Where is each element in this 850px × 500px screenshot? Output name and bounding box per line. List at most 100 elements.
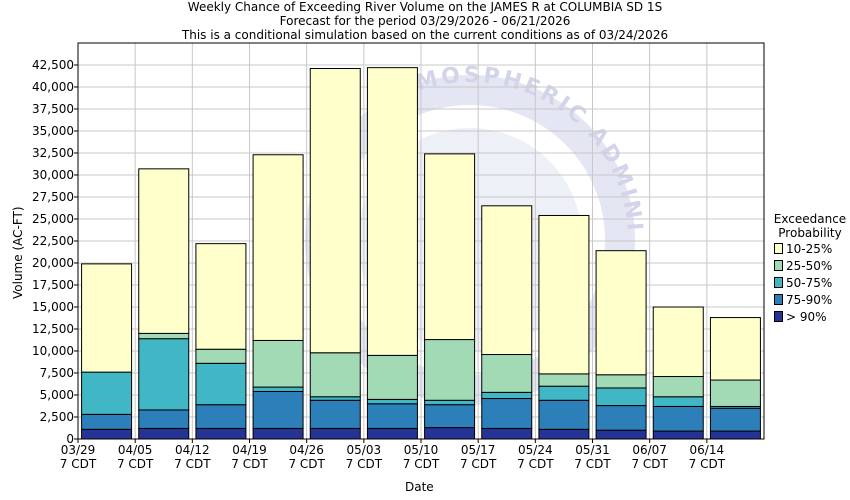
x-tick-label-date: 05/10 — [404, 443, 439, 457]
bar-segment-50-75 — [138, 338, 190, 411]
y-tick-label: 35,000 — [32, 124, 74, 138]
y-tick-label: 20,000 — [32, 256, 74, 270]
legend-swatch — [774, 294, 783, 305]
y-tick-label: 0 — [66, 432, 74, 446]
legend-swatch — [774, 260, 783, 271]
bar-segment-25-50 — [709, 379, 761, 407]
bar-segment-75-90 — [195, 404, 247, 429]
bar-segment-25-50 — [138, 332, 190, 340]
bar-segment-50-75 — [81, 371, 133, 415]
x-tick-label-date: 05/24 — [518, 443, 553, 457]
x-tick-label-tz: 7 CDT — [689, 457, 726, 471]
bar-segment-50-75 — [366, 398, 418, 405]
bar-segment-gt90 — [309, 427, 361, 440]
bar-segment-50-75 — [195, 362, 247, 406]
bar-segment-25-50 — [424, 339, 476, 401]
x-tick-label-date: 05/31 — [575, 443, 610, 457]
y-tick-label: 2,500 — [40, 410, 74, 424]
bar-segment-10-25 — [652, 306, 704, 378]
y-tick-label: 12,500 — [32, 322, 74, 336]
bar-segment-gt90 — [424, 427, 476, 440]
bar-segment-75-90 — [424, 404, 476, 429]
bar-segment-25-50 — [538, 373, 590, 387]
bar-segment-75-90 — [481, 398, 533, 429]
bar-segment-75-90 — [138, 409, 190, 429]
bar-segment-25-50 — [481, 354, 533, 393]
bar-segment-gt90 — [81, 428, 133, 440]
bar-segment-gt90 — [195, 427, 247, 440]
bar-segment-10-25 — [309, 68, 361, 354]
x-tick-label-date: 06/14 — [690, 443, 725, 457]
x-tick-label-tz: 7 CDT — [174, 457, 211, 471]
bar-segment-10-25 — [366, 67, 418, 356]
x-tick-label-tz: 7 CDT — [403, 457, 440, 471]
chart-subtitle-conditions: This is a conditional simulation based o… — [181, 28, 669, 42]
legend-title-line1: Exceedance — [773, 212, 847, 226]
y-tick-label: 32,500 — [32, 146, 74, 160]
legend-swatch — [774, 277, 783, 288]
bar-segment-50-75 — [309, 396, 361, 401]
legend-item: 50-75% — [774, 274, 850, 291]
legend-item: 10-25% — [774, 240, 850, 257]
bar-segment-75-90 — [538, 399, 590, 430]
x-tick-label-date: 05/17 — [461, 443, 496, 457]
bar-segment-10-25 — [538, 214, 590, 375]
x-tick-label-date: 04/12 — [175, 443, 210, 457]
y-tick-label: 42,500 — [32, 58, 74, 72]
x-axis-label: Date — [405, 480, 434, 494]
bar-segment-gt90 — [366, 427, 418, 440]
y-tick-label: 15,000 — [32, 300, 74, 314]
chart-subtitle-period: Forecast for the period 03/29/2026 - 06/… — [279, 14, 571, 28]
x-tick-label-date: 04/26 — [289, 443, 324, 457]
legend-item: > 90% — [774, 308, 850, 325]
y-tick-label: 30,000 — [32, 168, 74, 182]
x-tick-label-tz: 7 CDT — [60, 457, 97, 471]
bar-segment-25-50 — [366, 354, 418, 400]
bar-segment-gt90 — [595, 429, 647, 440]
y-tick-label: 7,500 — [40, 366, 74, 380]
bar-segment-50-75 — [481, 391, 533, 400]
bar-segment-25-50 — [652, 376, 704, 398]
bar-segment-50-75 — [424, 399, 476, 406]
bar-segment-10-25 — [424, 153, 476, 341]
legend-label: 10-25% — [786, 241, 833, 256]
y-tick-label: 25,000 — [32, 212, 74, 226]
x-tick-label-tz: 7 CDT — [117, 457, 154, 471]
bar-segment-gt90 — [709, 430, 761, 440]
bar-segment-10-25 — [595, 250, 647, 376]
bar-segment-10-25 — [252, 154, 304, 341]
bar-segment-gt90 — [252, 427, 304, 440]
x-tick-label-tz: 7 CDT — [288, 457, 325, 471]
bar-segment-25-50 — [595, 374, 647, 389]
y-tick-label: 17,500 — [32, 278, 74, 292]
bar-segment-25-50 — [252, 339, 304, 388]
y-tick-label: 10,000 — [32, 344, 74, 358]
x-tick-label-tz: 7 CDT — [517, 457, 554, 471]
bar-segment-25-50 — [195, 348, 247, 364]
x-tick-label-date: 05/03 — [347, 443, 382, 457]
bar-segment-50-75 — [595, 387, 647, 407]
legend: Exceedance Probability 10-25% 25-50% 50-… — [770, 212, 850, 325]
x-tick-label-tz: 7 CDT — [231, 457, 268, 471]
y-tick-label: 22,500 — [32, 234, 74, 248]
x-tick-label-date: 04/05 — [118, 443, 153, 457]
plot-frame — [77, 42, 765, 440]
legend-swatch — [774, 311, 783, 322]
y-tick-label: 40,000 — [32, 80, 74, 94]
legend-label: 25-50% — [786, 258, 833, 273]
bar-segment-75-90 — [81, 413, 133, 430]
y-axis-label: Volume (AC-FT) — [11, 206, 25, 299]
x-tick-label-date: 04/19 — [232, 443, 267, 457]
y-tick-label: 27,500 — [32, 190, 74, 204]
x-tick-label-tz: 7 CDT — [631, 457, 668, 471]
bar-segment-10-25 — [709, 317, 761, 381]
bar-segment-10-25 — [195, 243, 247, 350]
bar-segment-75-90 — [309, 399, 361, 429]
bar-segment-75-90 — [366, 403, 418, 429]
x-tick-label-date: 06/07 — [632, 443, 667, 457]
bar-segment-gt90 — [481, 427, 533, 440]
legend-label: 50-75% — [786, 275, 833, 290]
legend-swatch — [774, 243, 783, 254]
bar-segment-gt90 — [538, 428, 590, 440]
